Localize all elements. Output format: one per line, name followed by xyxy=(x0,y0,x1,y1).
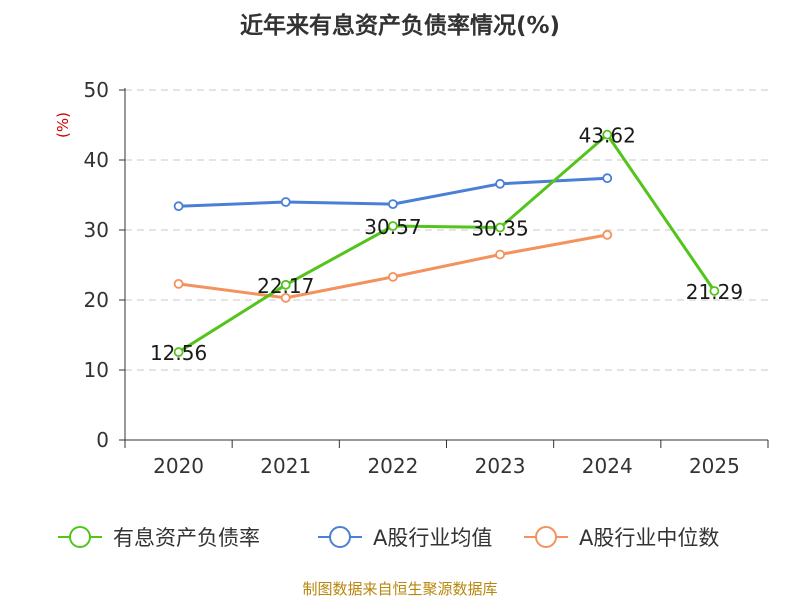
legend-label[interactable]: A股行业均值 xyxy=(373,526,492,550)
chart-title: 近年来有息资产负债率情况(%) xyxy=(240,12,560,39)
series-point-1[interactable] xyxy=(709,286,720,296)
series-point-3[interactable] xyxy=(173,278,184,289)
series-line-1 xyxy=(177,133,716,354)
series-point-1[interactable] xyxy=(173,347,184,357)
x-tick-label: 2022 xyxy=(367,454,418,478)
y-axis-label: (%) xyxy=(54,112,72,138)
legend-marker[interactable] xyxy=(535,526,557,548)
series-point-2[interactable] xyxy=(173,201,184,212)
series-point-2[interactable] xyxy=(280,197,291,207)
data-label: 22.17 xyxy=(257,274,314,298)
data-label: 30.57 xyxy=(364,215,421,239)
y-tick-label: 30 xyxy=(84,218,109,242)
y-tick-label: 20 xyxy=(84,288,109,312)
series-point-1[interactable] xyxy=(495,222,505,233)
series-group: 12.56 22.17 30.57 30.35 43.62 21.29 xyxy=(150,124,743,365)
x-tick-label: 2023 xyxy=(475,454,526,478)
series-point-3[interactable] xyxy=(280,292,291,303)
data-label: 21.29 xyxy=(686,280,743,304)
series-point-2[interactable] xyxy=(495,178,505,189)
source-note: 制图数据来自恒生聚源数据库 xyxy=(302,580,497,598)
series-point-1[interactable] xyxy=(602,129,613,140)
legend[interactable]: 有息资产负债率 A股行业均值 A股行业中位数 xyxy=(58,526,719,550)
data-label: 30.35 xyxy=(471,217,528,241)
x-tick-label: 2020 xyxy=(153,454,204,478)
y-tick-label: 40 xyxy=(84,148,109,172)
y-tick-label: 10 xyxy=(84,358,109,382)
series-point-1[interactable] xyxy=(280,279,291,290)
x-tick-label: 2021 xyxy=(260,454,311,478)
legend-label[interactable]: 有息资产负债率 xyxy=(113,526,260,550)
data-label: 12.56 xyxy=(150,341,207,365)
y-tick-label: 0 xyxy=(96,428,109,452)
series-point-3[interactable] xyxy=(388,271,398,282)
series-point-1[interactable] xyxy=(388,221,398,231)
data-label: 43.62 xyxy=(579,124,636,148)
axes: 0 10 20 30 40 50 2020 2021 2022 2023 2024 2025 xyxy=(84,78,769,478)
series-point-2[interactable] xyxy=(388,199,398,210)
legend-marker[interactable] xyxy=(329,526,351,548)
series-line-3 xyxy=(178,233,608,300)
series-point-3[interactable] xyxy=(602,229,613,240)
x-tick-label: 2025 xyxy=(689,454,740,478)
series-point-2[interactable] xyxy=(602,173,613,184)
x-tick-label: 2024 xyxy=(582,454,633,478)
legend-marker[interactable] xyxy=(69,526,91,548)
legend-label[interactable]: A股行业中位数 xyxy=(579,526,719,550)
series-point-3[interactable] xyxy=(495,249,505,260)
y-tick-label: 50 xyxy=(84,78,109,102)
